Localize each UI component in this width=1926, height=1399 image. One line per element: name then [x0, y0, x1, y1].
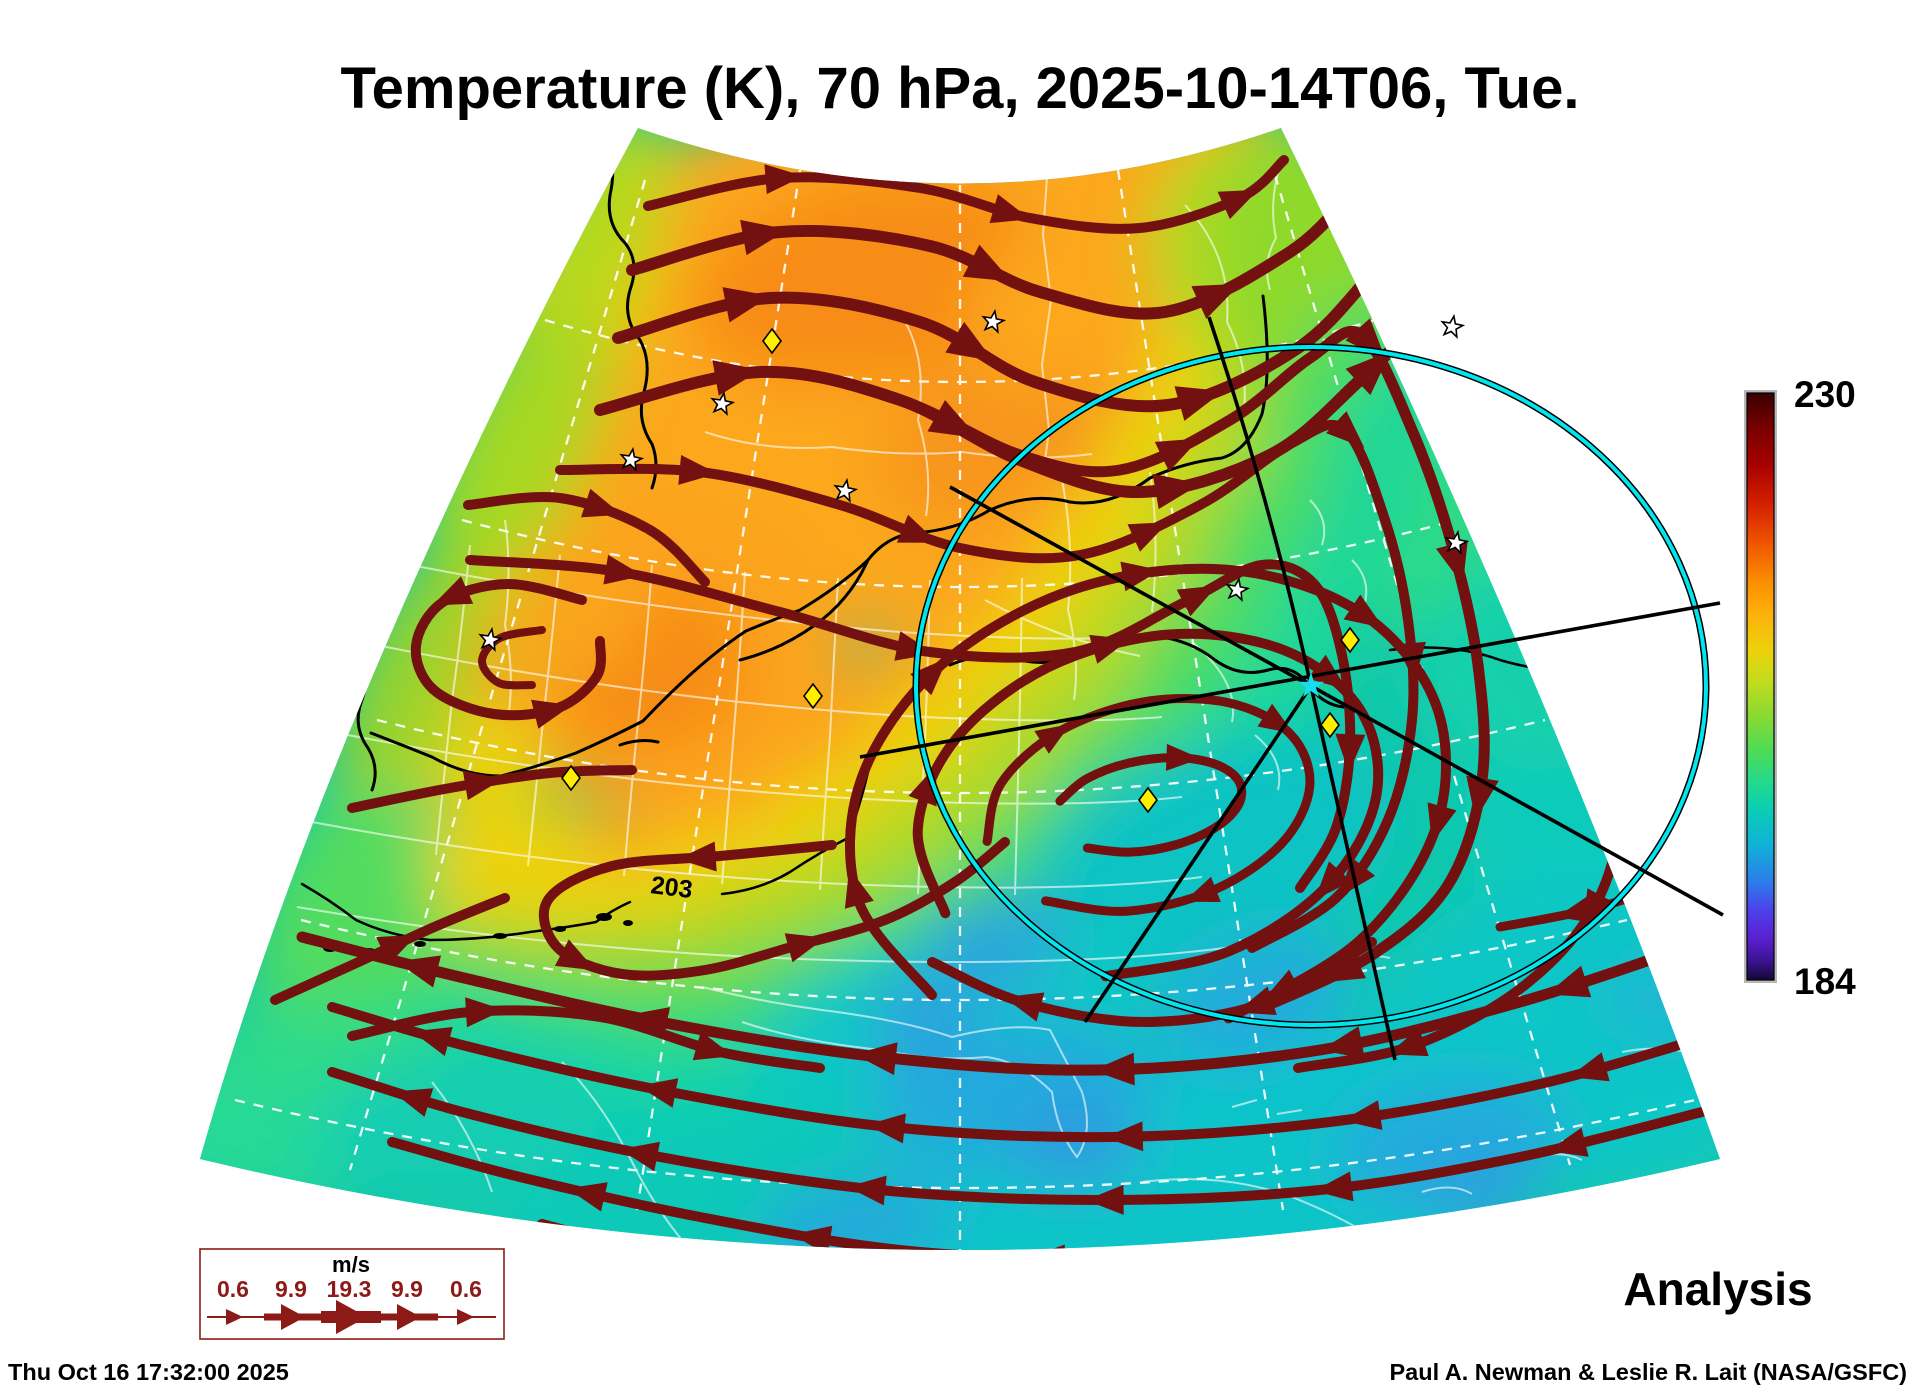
svg-text:0.6: 0.6 [217, 1276, 249, 1302]
svg-text:9.9: 9.9 [275, 1276, 307, 1302]
svg-text:230: 230 [1794, 374, 1856, 415]
svg-text:m/s: m/s [332, 1252, 370, 1277]
svg-text:19.3: 19.3 [327, 1276, 372, 1302]
svg-text:Paul A. Newman & Leslie R. Lai: Paul A. Newman & Leslie R. Lait (NASA/GS… [1389, 1359, 1907, 1385]
svg-text:Thu Oct 16 17:32:00 2025: Thu Oct 16 17:32:00 2025 [8, 1359, 289, 1385]
svg-text:203: 203 [649, 871, 694, 904]
svg-text:9.9: 9.9 [391, 1276, 423, 1302]
svg-text:0.6: 0.6 [450, 1276, 482, 1302]
svg-text:184: 184 [1794, 961, 1856, 1002]
svg-text:Analysis: Analysis [1623, 1263, 1812, 1315]
svg-text:Temperature (K), 70 hPa, 2025-: Temperature (K), 70 hPa, 2025-10-14T06, … [341, 56, 1580, 121]
